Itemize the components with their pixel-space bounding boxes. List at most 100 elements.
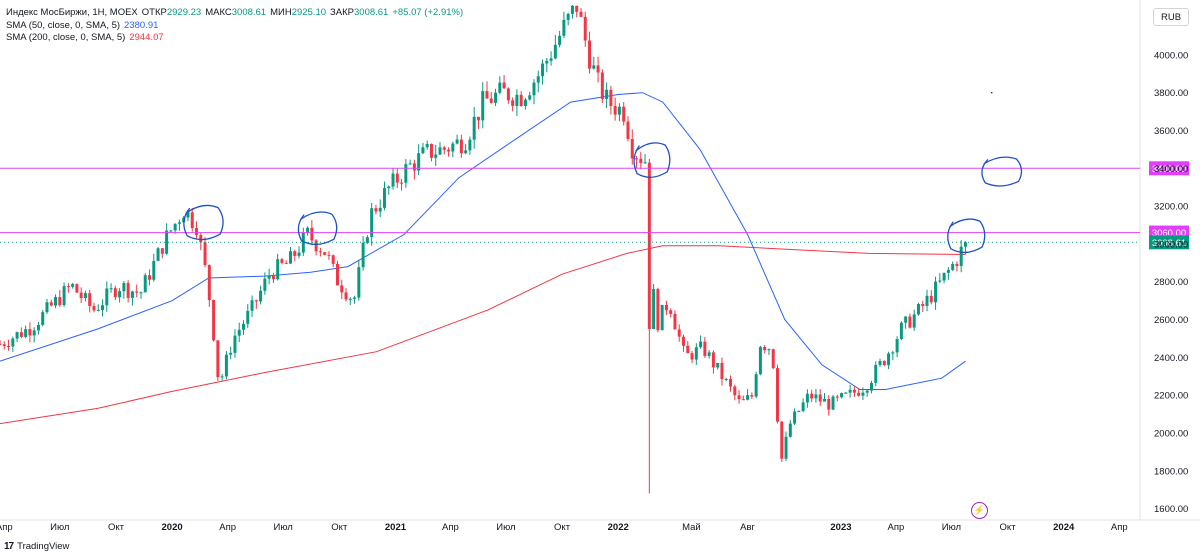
candle-body	[754, 374, 758, 397]
horizontal-level-label: 3060.00	[1152, 228, 1186, 239]
candle-body	[840, 393, 844, 398]
candle-body	[357, 267, 361, 298]
candle-body	[553, 44, 557, 59]
price-axis[interactable]: 1600.00 1800.00 2000.00 2200.00 2400.00 2600.…	[1154, 13, 1188, 516]
candle-body	[857, 392, 861, 396]
candle-body	[387, 186, 391, 189]
candlestick-series	[0, 4, 967, 494]
currency-badge[interactable]: RUB	[1153, 8, 1189, 26]
candle-body	[15, 332, 19, 339]
candle-body	[62, 286, 66, 306]
candle-body	[707, 352, 711, 356]
candle-body	[233, 335, 237, 353]
candle-body	[186, 212, 190, 218]
open-label: ОТКР	[141, 7, 167, 18]
x-tick-label: Окт	[108, 522, 125, 533]
candle-body	[370, 208, 374, 238]
candle-body	[895, 339, 899, 353]
candle-body	[934, 281, 938, 303]
sma50-label: SMA (50, close, 0, SMA, 5)	[6, 19, 121, 31]
candle-body	[400, 182, 404, 184]
candle-body	[874, 364, 878, 383]
x-tick-label: Апр	[0, 522, 13, 533]
candle-body	[609, 89, 613, 107]
annotation-dot	[990, 91, 993, 94]
candle-body	[246, 310, 250, 324]
candle-body	[570, 5, 574, 14]
candle-body	[344, 292, 348, 300]
candle-body	[88, 293, 92, 307]
drawn-annotations[interactable]	[183, 91, 1023, 254]
candle-body	[562, 19, 566, 36]
legend-sma50-row[interactable]: SMA (50, close, 0, SMA, 5) 2380.91	[6, 20, 463, 33]
candle-body	[942, 272, 946, 281]
candle-body	[306, 227, 310, 233]
candle-body	[148, 275, 152, 280]
candle-body	[425, 143, 429, 148]
candle-body	[229, 352, 233, 355]
annotation-circle	[947, 218, 986, 254]
candle-body	[908, 316, 912, 328]
candle-body	[810, 393, 814, 399]
lightning-icon[interactable]: ⚡	[971, 502, 988, 519]
candle-body	[699, 341, 703, 348]
candle-body	[694, 347, 698, 360]
annotation-circle	[633, 142, 671, 178]
candle-body	[472, 116, 476, 140]
candle-body	[135, 291, 139, 293]
candle-body	[733, 386, 737, 396]
candle-body	[805, 393, 809, 403]
y-tick-label: 2800.00	[1154, 277, 1188, 288]
x-tick-label: Апр	[442, 522, 459, 533]
x-tick-label: Апр	[888, 522, 905, 533]
sma200-line	[0, 245, 966, 425]
x-tick-label: 2024	[1053, 522, 1075, 533]
candle-body	[442, 147, 446, 150]
legend-sma200-row[interactable]: SMA (200, close, 0, SMA, 5) 2944.07	[6, 32, 463, 45]
candle-body	[7, 346, 11, 348]
x-tick-label: Май	[682, 522, 701, 533]
candle-body	[417, 153, 421, 171]
candle-body	[280, 259, 284, 263]
candle-body	[775, 368, 779, 422]
candle-body	[459, 139, 463, 154]
candle-body	[502, 82, 506, 89]
candle-body	[54, 297, 58, 306]
time-axis[interactable]: Апр Июл Окт 2020 Апр Июл Окт 2021 Апр Июл Окт 2022 М…	[0, 522, 1128, 533]
candle-body	[318, 251, 322, 253]
candle-body	[617, 106, 621, 115]
x-tick-label: Окт	[554, 522, 571, 533]
tradingview-brand[interactable]: 17 TradingView	[4, 541, 69, 552]
candle-body	[878, 361, 882, 365]
x-tick-label: 2022	[608, 522, 629, 533]
x-tick-label: Окт	[331, 522, 348, 533]
candle-body	[276, 259, 280, 280]
y-tick-label: 1800.00	[1154, 466, 1188, 477]
candle-body	[335, 263, 339, 286]
candle-body	[938, 280, 942, 282]
candle-body	[750, 395, 754, 397]
candle-body	[122, 283, 126, 292]
candle-body	[348, 298, 352, 300]
candle-body	[835, 396, 839, 398]
annotation-circle	[183, 204, 224, 241]
x-tick-label: Июл	[50, 522, 69, 533]
candle-body	[558, 35, 562, 45]
candle-body	[951, 263, 955, 270]
candle-body	[865, 390, 869, 393]
candle-body	[946, 269, 950, 273]
candle-body	[519, 94, 523, 106]
candle-body	[959, 246, 963, 267]
candle-body	[912, 314, 916, 328]
candle-body	[451, 143, 455, 152]
low-value: 2925.10	[291, 7, 327, 18]
candle-body	[353, 297, 357, 299]
candle-body	[506, 88, 510, 101]
candle-body	[852, 389, 856, 393]
candle-body	[916, 304, 920, 315]
candle-body	[408, 163, 412, 165]
candle-body	[378, 207, 382, 212]
symbol-title[interactable]: Индекс МосБиржи, 1Н, MOEX	[6, 7, 138, 18]
